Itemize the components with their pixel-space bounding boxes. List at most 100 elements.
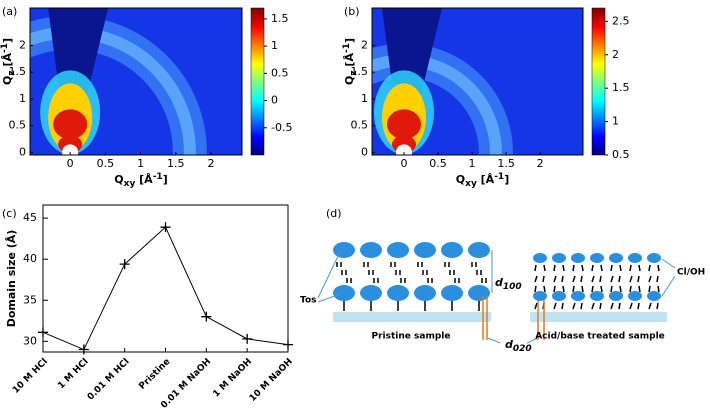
d-sub: 020 <box>513 344 532 354</box>
chain <box>591 302 595 310</box>
peak <box>53 109 88 140</box>
label-part: [Å <box>477 173 495 186</box>
label-part: Q <box>343 76 356 85</box>
counter-ion <box>552 291 566 301</box>
counter-ion <box>571 291 585 301</box>
arrow <box>661 275 676 297</box>
colorbar-tick-label: 2.5 <box>612 14 630 27</box>
arrow <box>661 258 676 269</box>
counter-ion <box>533 253 547 263</box>
y-tick-label: 30 <box>23 334 37 347</box>
head-group <box>414 285 436 301</box>
axis-label: Qz [Å-1] <box>0 38 17 85</box>
label-part: [Å <box>135 173 153 186</box>
tos-label: Tos <box>300 296 316 306</box>
counter-ion <box>571 253 585 263</box>
y-tick-label: 1.5 <box>9 65 27 78</box>
label-part: Q <box>1 76 14 85</box>
counter-ion <box>590 291 604 301</box>
chain <box>656 302 659 310</box>
point-marker <box>38 327 48 338</box>
label-part: -1 <box>153 172 163 182</box>
point-marker <box>201 311 212 322</box>
chain <box>599 275 602 283</box>
chain <box>561 275 564 283</box>
point-marker <box>119 259 130 270</box>
label-part: [Å <box>343 53 356 71</box>
head-group <box>387 242 409 258</box>
y-tick-label: 0 <box>361 145 368 158</box>
chain <box>657 264 660 272</box>
chain <box>656 275 659 283</box>
chain <box>637 302 640 310</box>
head-group <box>414 242 436 258</box>
x-tick-label: 0 <box>67 157 74 170</box>
label-part: xy <box>124 179 136 189</box>
chain <box>648 302 652 310</box>
panel-label: (d) <box>326 207 342 220</box>
chain <box>629 264 632 272</box>
colorbar <box>591 7 606 156</box>
molecules <box>333 242 490 311</box>
chain <box>600 264 603 272</box>
x-tick-label: 1 M NaOH <box>211 357 254 400</box>
x-tick-label: 0 <box>400 157 407 170</box>
x-tick-label: 0.01 M HCl <box>86 357 132 403</box>
colorbar-tick-label: 0.5 <box>271 66 289 79</box>
x-tick-label: 2 <box>537 157 544 170</box>
chain <box>562 285 565 293</box>
label-part: -1 <box>0 43 10 53</box>
label-part: ] <box>1 38 14 43</box>
beam <box>62 144 79 155</box>
x-tick-label: 1 <box>469 157 476 170</box>
arrow <box>526 337 539 344</box>
axis-label: Domain size (Å) <box>5 230 18 328</box>
head-group <box>468 242 490 258</box>
label-part: Q <box>456 173 465 186</box>
head-group <box>333 285 355 301</box>
heatmap-image <box>30 8 242 155</box>
panel-label: (c) <box>2 207 17 220</box>
x-tick-label: 1.5 <box>167 157 185 170</box>
point-marker <box>160 222 171 233</box>
point-marker <box>283 339 293 350</box>
x-tick-label: 10 M HCl <box>11 357 50 396</box>
chain <box>610 264 613 272</box>
counter-ion <box>628 291 642 301</box>
arrow <box>487 337 501 344</box>
x-tick-label: 10 M NaOH <box>248 357 295 404</box>
y-tick-label: 0.5 <box>351 119 369 132</box>
label-part: [Å <box>1 53 14 71</box>
chain <box>591 285 594 293</box>
head-group <box>333 242 355 258</box>
chain <box>581 264 584 272</box>
chain <box>619 285 622 293</box>
chain <box>553 264 556 272</box>
chain <box>600 285 603 293</box>
y-tick-label: 1 <box>361 92 368 105</box>
x-tick-label: 0.5 <box>97 157 115 170</box>
arrow <box>317 251 341 299</box>
frame <box>29 7 243 156</box>
point-marker <box>78 344 89 355</box>
x-tick-label: 1 M HCl <box>56 357 90 391</box>
x-tick-label: Pristine <box>137 357 172 392</box>
chain <box>543 285 546 293</box>
colorbar-tick-label: 0 <box>271 94 278 107</box>
chain <box>629 285 632 293</box>
label-part: -1 <box>494 172 504 182</box>
chain <box>562 264 565 272</box>
colorbar-tick-label: 0.5 <box>612 148 630 161</box>
panel-label: (a) <box>2 5 17 18</box>
counter-ion <box>552 253 566 263</box>
counter-ion <box>609 291 623 301</box>
label-part: -1 <box>342 43 352 53</box>
chain <box>572 264 575 272</box>
colorbar-tick-label: -0.5 <box>271 121 292 134</box>
chain <box>580 275 583 283</box>
colorbar-tick-label: 1 <box>612 115 619 128</box>
head-group <box>387 285 409 301</box>
counter-ion <box>609 253 623 263</box>
y-tick-label: 2 <box>19 38 26 51</box>
